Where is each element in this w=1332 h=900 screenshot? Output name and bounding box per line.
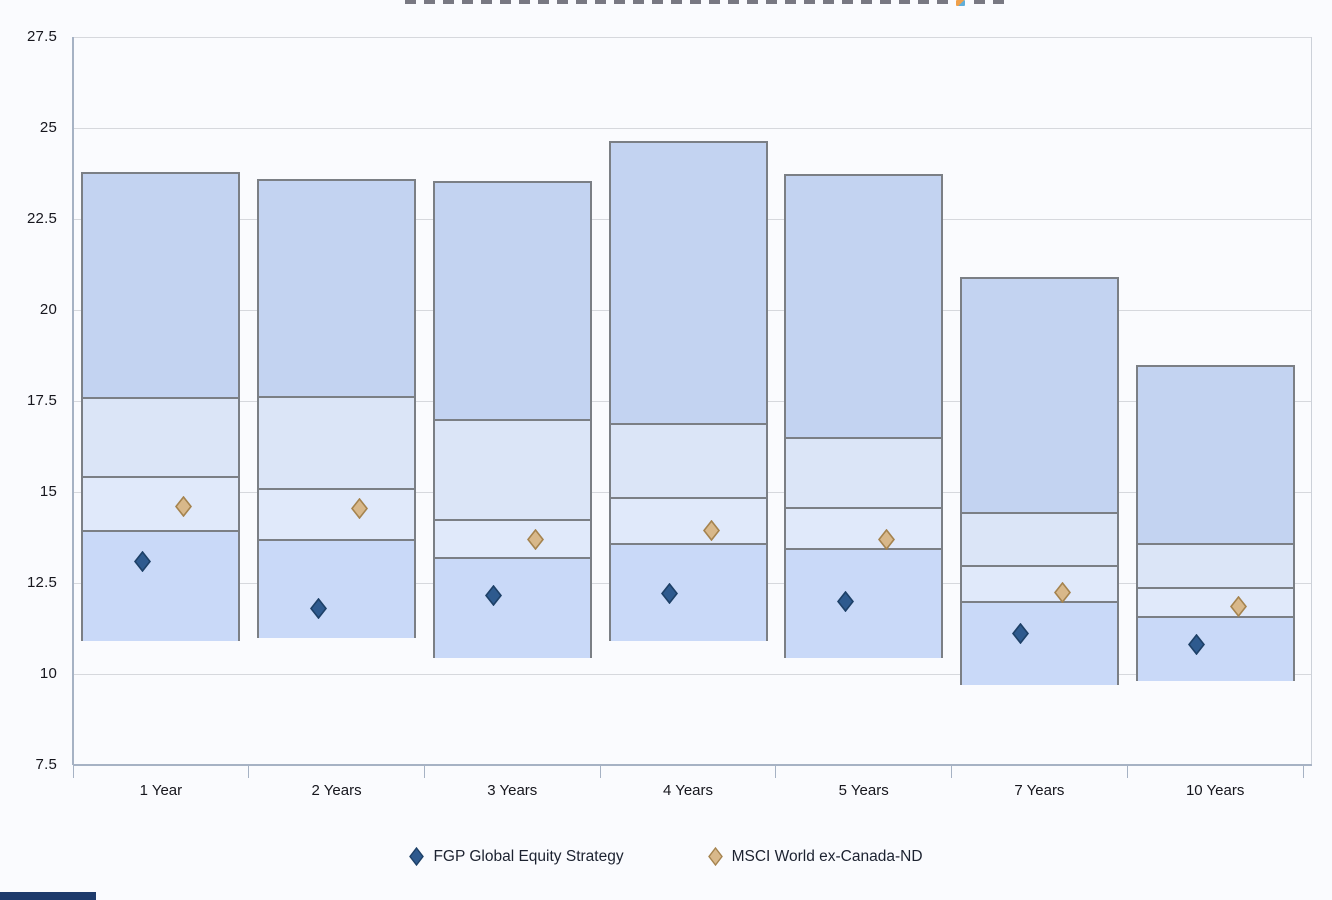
box-segment-1 [1137,366,1293,543]
gridline [73,36,1312,38]
box-segment-2 [786,437,942,507]
x-axis-tick [1126,765,1128,778]
gridline [73,673,1312,675]
box-segment-2 [961,512,1117,565]
msci-series-marker-diamond[interactable] [1053,581,1071,603]
msci-diamond-icon [707,847,723,866]
x-axis-category-label: 7 Years [1014,782,1065,799]
box-segment-4 [961,601,1117,685]
box-segment-3 [961,564,1117,602]
x-axis-line [73,764,1312,766]
box-segment-3 [1137,586,1293,616]
box-segment-1 [786,175,942,438]
percentile-range-box [257,178,417,638]
box-segment-2 [1137,542,1293,587]
box-segment-3 [786,506,942,549]
y-axis-tick-label: 12.5 [27,574,57,591]
x-axis-category-label: 2 Years [311,782,362,799]
msci-series-marker-diamond[interactable] [526,528,544,550]
plot-right-border [1311,37,1312,765]
x-axis-tick [423,765,425,778]
msci-series-marker-diamond[interactable] [351,497,369,519]
box-segment-2 [434,419,590,520]
fgp-series-marker-diamond[interactable] [1012,623,1030,645]
y-axis-tick-label: 17.5 [27,392,57,409]
x-axis-category-label: 10 Years [1185,782,1245,799]
y-axis-tick-label: 22.5 [27,210,57,227]
gridline [73,127,1312,129]
fgp-series-marker-diamond[interactable] [1188,634,1206,656]
box-segment-1 [259,180,415,396]
msci-series-marker-diamond[interactable] [878,528,896,550]
msci-series-marker-diamond[interactable] [175,496,193,518]
box-segment-1 [961,279,1117,512]
box-segment-2 [83,397,239,476]
x-axis-tick [599,765,601,778]
percentile-range-box [608,140,768,642]
bottom-left-bar-fragment [0,892,96,900]
clipped-title-text-fragment [974,0,1012,4]
legend: FGP Global Equity Strategy MSCI World ex… [0,847,1332,866]
x-axis-tick [248,765,250,778]
box-segment-2 [610,422,766,498]
box-segment-4 [1137,615,1293,682]
percentile-range-box [1135,364,1295,682]
percentile-range-box [784,173,944,658]
box-segment-4 [786,548,942,658]
y-axis-tick-label: 7.5 [35,756,57,773]
box-segment-1 [610,142,766,423]
x-axis-tick [951,765,953,778]
fgp-series-marker-diamond[interactable] [661,583,678,605]
x-axis-tick [775,765,777,778]
msci-series-marker-diamond[interactable] [1229,596,1247,618]
clipped-title-icon [956,0,965,6]
fgp-series-marker-diamond[interactable] [133,550,151,572]
y-axis-tick-label: 15 [39,483,57,500]
box-segment-2 [259,395,415,489]
box-segment-4 [259,539,415,638]
y-axis-tick-label: 27.5 [27,28,57,45]
box-segment-4 [83,530,239,642]
fgp-series-marker-diamond[interactable] [485,585,503,607]
x-axis-category-label: 4 Years [662,782,714,799]
x-axis-tick [72,765,74,778]
percentile-range-box [432,180,592,658]
box-segment-3 [259,488,415,540]
plot-area: 27.5 25 22.5 20 17.5 15 12.5 10 7.5 1 Year 2 Years… [27,28,1312,799]
y-axis-tick-label: 10 [39,665,57,682]
msci-series-marker-diamond[interactable] [702,519,720,541]
box-segment-3 [83,475,239,531]
box-segment-4 [434,557,590,658]
y-axis-tick-label: 25 [39,119,57,136]
percentile-range-box [959,277,1119,685]
y-axis-tick-label: 20 [39,301,57,318]
fgp-diamond-icon [409,847,425,866]
box-segment-3 [434,519,590,558]
box-segment-4 [610,542,766,642]
x-axis-tick [1302,765,1304,778]
box-segment-3 [610,497,766,543]
fgp-series-marker-diamond[interactable] [309,597,327,619]
x-axis-category-label: 5 Years [838,782,889,799]
x-axis-category-label: 1 Year [139,782,183,799]
y-axis-line [72,37,74,765]
clipped-chart-title-sliver [0,0,1332,6]
legend-label: FGP Global Equity Strategy [433,847,624,865]
legend-item-msci-world-ex-canada-nd[interactable]: MSCI World ex-Canada-ND [707,847,923,866]
box-segment-1 [83,173,239,398]
legend-label: MSCI World ex-Canada-ND [731,847,923,865]
legend-item-fgp-global-equity-strategy[interactable]: FGP Global Equity Strategy [409,847,624,866]
clipped-title-text-fragment [405,0,950,4]
x-axis-category-label: 3 Years [487,782,538,799]
box-segment-1 [434,182,590,420]
percentile-range-box [81,171,241,642]
fgp-series-marker-diamond[interactable] [836,590,854,612]
